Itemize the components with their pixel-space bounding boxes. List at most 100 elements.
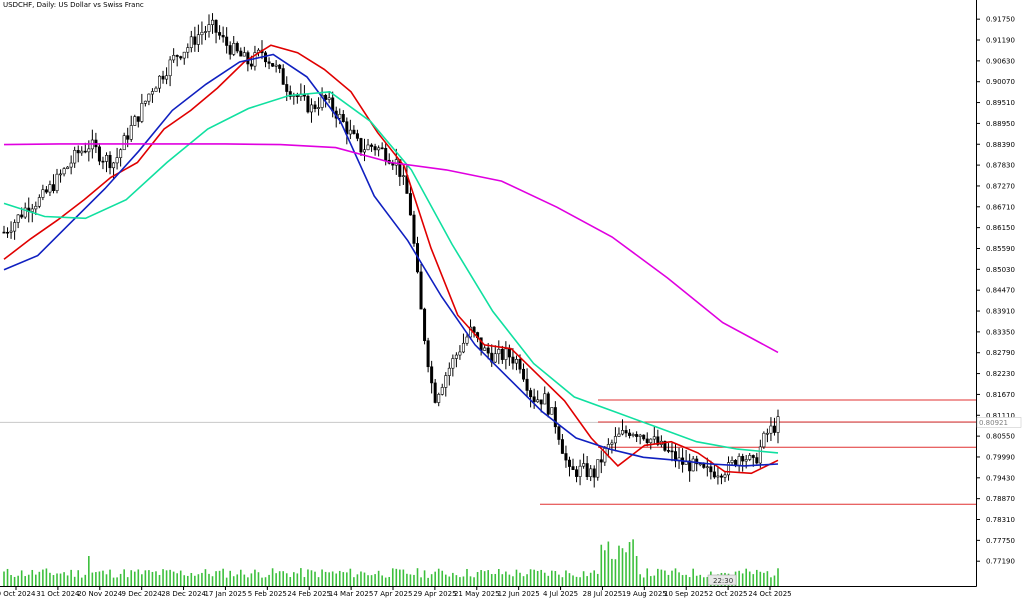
volume-bar: [211, 576, 214, 586]
volume-bar: [444, 574, 447, 586]
candle-body: [705, 466, 709, 469]
volume-bar: [462, 576, 465, 586]
candle-body: [355, 133, 359, 139]
volume-bar: [6, 568, 9, 586]
candle-body: [87, 148, 91, 153]
candle-body: [617, 433, 621, 437]
candle-body: [309, 104, 313, 113]
volume-bar: [148, 570, 150, 586]
volume-bar: [759, 571, 762, 586]
current-price-label: 0.80921: [979, 419, 1008, 427]
candle-body: [147, 93, 151, 102]
candle-body: [522, 368, 526, 380]
x-tick-label: 10 Sep 2025: [664, 590, 708, 598]
candle-body: [695, 458, 699, 465]
candle-body: [214, 19, 218, 33]
candle-body: [730, 460, 734, 463]
volume-bar: [628, 542, 631, 586]
candle-body: [158, 75, 162, 89]
volume-bar: [66, 575, 69, 586]
volume-bar: [278, 571, 281, 586]
candle-body: [30, 208, 34, 212]
volume-bar: [763, 572, 765, 586]
candle-body: [571, 466, 575, 471]
moving-average-line: [3, 143, 779, 354]
candle-body: [596, 459, 600, 478]
volume-bar: [63, 572, 65, 586]
volume-bar: [158, 574, 161, 586]
candle-body: [221, 35, 225, 38]
candle-body: [755, 457, 759, 464]
volume-bar: [59, 573, 62, 586]
candle-body: [702, 463, 706, 468]
volume-bar: [84, 574, 87, 586]
candle-body: [716, 475, 720, 478]
volume-bar: [285, 573, 288, 586]
candle-body: [553, 407, 557, 428]
candle-body: [133, 116, 137, 126]
volume-bar: [91, 572, 94, 586]
candle-body: [408, 193, 412, 216]
candle-body: [765, 432, 769, 435]
candle-body: [698, 463, 702, 466]
volume-bar: [614, 559, 617, 586]
volume-bar: [423, 570, 426, 586]
candle-body: [525, 378, 529, 391]
volume-bar: [35, 574, 37, 586]
x-tick-label: 4 Jul 2025: [543, 590, 578, 598]
volume-bar: [239, 569, 242, 586]
volume-bar: [328, 572, 330, 586]
volume-bar: [204, 569, 207, 586]
volume-bar: [141, 574, 143, 586]
volume-bar: [473, 577, 475, 586]
chart-title: USDCHF, Daily: US Dollar vs Swiss Franc: [3, 1, 144, 9]
volume-bar: [321, 569, 323, 586]
x-tick-label: 14 Mar 2025: [329, 590, 373, 598]
volume-bar: [236, 574, 239, 586]
volume-bar: [596, 573, 599, 586]
volume-bar: [738, 570, 740, 586]
volume-bar: [162, 569, 164, 586]
volume-bar: [254, 569, 256, 586]
y-tick-label: 0.88390: [986, 141, 1015, 149]
volume-bar: [777, 568, 779, 586]
candle-body: [196, 34, 200, 45]
volume-bar: [430, 574, 433, 586]
volume-bar: [261, 577, 263, 586]
candle-body: [306, 95, 310, 113]
volume-bar: [681, 575, 684, 586]
volume-bar: [646, 568, 649, 586]
volume-bar: [356, 574, 359, 586]
candle-body: [242, 52, 246, 57]
candle-body: [744, 459, 748, 462]
y-tick-label: 0.80550: [986, 433, 1015, 441]
candle-body: [543, 393, 547, 405]
volume-bar: [487, 570, 489, 586]
candle-body: [712, 471, 716, 478]
volume-bar: [568, 573, 571, 586]
volume-bar: [95, 572, 97, 586]
candle-body: [430, 366, 434, 384]
volume-bar: [80, 577, 83, 586]
candle-body: [6, 231, 10, 234]
y-tick-label: 0.91190: [986, 37, 1015, 45]
candle-body: [719, 475, 723, 478]
volume-bar: [547, 575, 550, 586]
candle-body: [638, 434, 642, 437]
volume-bar: [406, 573, 408, 586]
candle-body: [200, 31, 204, 36]
candle-body: [136, 116, 140, 122]
candle-body: [112, 162, 116, 169]
candle-body: [592, 468, 596, 478]
volume-bar: [409, 574, 412, 586]
candle-body: [769, 425, 773, 434]
volume-bar: [766, 571, 769, 586]
candle-body: [211, 19, 215, 25]
volume-bar: [469, 576, 472, 586]
volume-bar: [582, 571, 585, 586]
candle-body: [172, 55, 176, 61]
candle-body: [97, 146, 101, 162]
volume-bar: [427, 577, 429, 586]
candle-body: [762, 432, 766, 448]
